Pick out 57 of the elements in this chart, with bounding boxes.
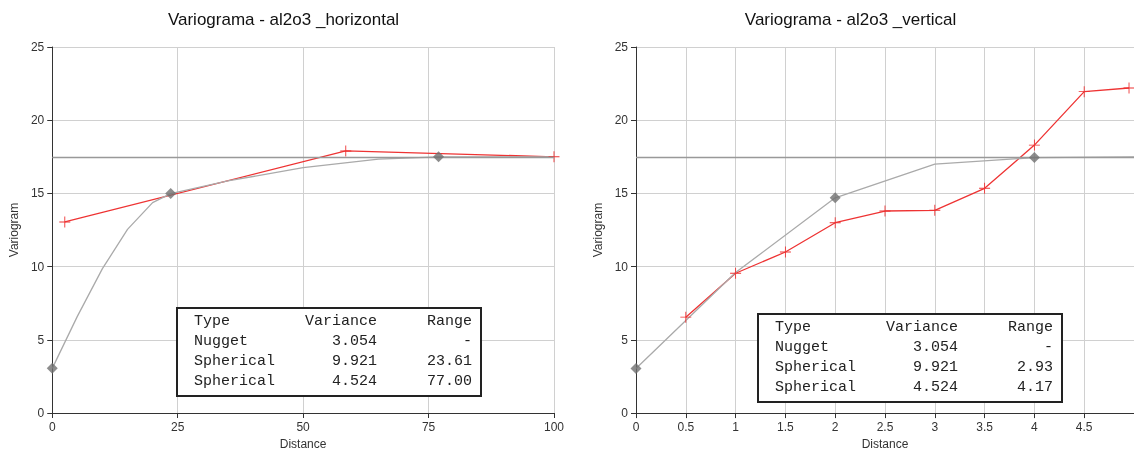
x-tick-label: 4 [1031, 420, 1039, 435]
x-tick-label: 50 [296, 420, 311, 434]
y-tick-label: 25 [30, 40, 45, 54]
x-tick-label: 3.5 [976, 420, 994, 435]
annotation: Range [426, 312, 473, 332]
annotation: 23.61 [426, 352, 473, 372]
x-tick-label: 4.5 [1075, 420, 1093, 435]
x-axis-title: Distance [279, 436, 327, 451]
y-tick-label: 10 [614, 259, 629, 274]
annotation: 9.921 [912, 358, 959, 378]
annotation: 3.054 [912, 338, 959, 358]
annotation: Type [775, 318, 812, 338]
y-tick-label: 25 [614, 40, 629, 54]
y-tick-label: 15 [614, 186, 629, 201]
annotation: 4.524 [331, 372, 378, 392]
annotation: Range [1007, 318, 1054, 338]
y-tick-label: 20 [30, 113, 45, 128]
annotation: - [1043, 338, 1054, 358]
x-tick-label: 1.5 [777, 420, 795, 435]
y-tick-label: 10 [30, 259, 45, 274]
y-axis-title: Variogram [590, 202, 605, 258]
annotation: Nugget [194, 332, 249, 352]
annotation: Spherical [775, 358, 857, 378]
x-tick-label: 0 [632, 420, 640, 435]
y-tick-label: 5 [37, 332, 45, 347]
x-tick-label: 100 [543, 420, 565, 434]
y-tick-label: 0 [37, 406, 45, 420]
annotation: Variance [304, 312, 378, 332]
annotation: 4.524 [912, 378, 959, 398]
annotation: Spherical [194, 372, 276, 392]
annotation: Spherical [775, 378, 857, 398]
annotation: 77.00 [426, 372, 473, 392]
annotation: Nugget [775, 338, 830, 358]
x-tick-label: 0 [48, 420, 56, 434]
y-tick-label: 20 [614, 113, 629, 128]
annotation: 2.93 [1016, 358, 1054, 378]
x-tick-label: 75 [421, 420, 436, 434]
annotation: 4.17 [1016, 378, 1054, 398]
y-tick-label: 0 [621, 406, 629, 421]
x-tick-label: 25 [171, 420, 185, 434]
annotation: Spherical [194, 352, 276, 372]
annotation: 9.921 [331, 352, 378, 372]
annotation: 3.054 [331, 332, 378, 352]
x-tick-label: 2.5 [876, 420, 894, 435]
x-tick-label: 2 [831, 420, 839, 435]
chart-title: Variograma - al2o3 _vertical [744, 10, 957, 29]
x-axis-title: Distance [861, 437, 909, 451]
y-axis-title: Variogram [7, 202, 21, 258]
annotation: Type [194, 312, 231, 332]
x-tick-label: 3 [931, 420, 939, 435]
y-tick-label: 15 [30, 186, 45, 201]
annotation: Variance [885, 318, 959, 338]
chart-title: Variograma - al2o3 _horizontal [167, 10, 400, 29]
x-tick-label: 1 [732, 420, 740, 435]
y-tick-label: 5 [621, 332, 629, 347]
x-tick-label: 0.5 [677, 420, 695, 435]
annotation: - [462, 332, 473, 352]
